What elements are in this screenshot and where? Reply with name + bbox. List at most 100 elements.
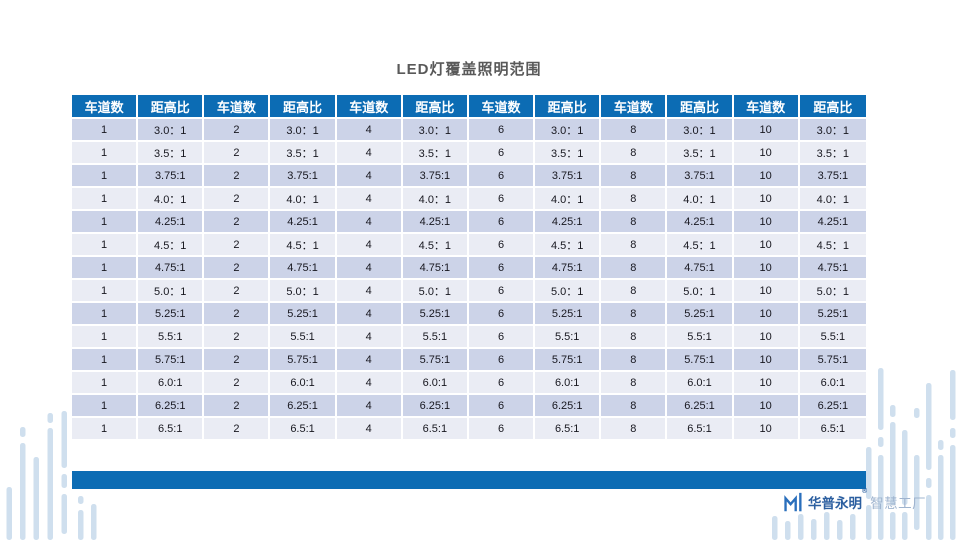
lane-count-cell: 2 — [204, 372, 271, 395]
ratio-cell: 4.75:1 — [402, 257, 469, 280]
lane-count-cell: 10 — [733, 280, 800, 303]
ratio-cell: 4.25:1 — [535, 211, 602, 234]
table-row: 1 5.75:1 2 5.75:1 4 5.75:1 6 5.75:1 8 5.75:1 10 5.7… — [72, 349, 866, 372]
lane-count-cell: 6 — [468, 303, 536, 326]
table-row: 1 6.0:1 2 6.0:1 4 6.0:1 6 6.0:1 8 6.0:1 10 6.0:1 — [72, 372, 866, 395]
lane-count-cell: 4 — [336, 349, 403, 372]
lane-count-cell: 6 — [468, 395, 536, 418]
table-row: 1 5.5:1 2 5.5:1 4 5.5:1 6 5.5:1 8 5.5:1 10 5.5:1 — [72, 326, 866, 349]
ratio-cell: 5.0：1 — [138, 280, 205, 303]
ratio-cell: 3.75:1 — [138, 165, 205, 188]
lane-count-cell: 1 — [72, 142, 139, 165]
table-row: 1 5.25:1 2 5.25:1 4 5.25:1 6 5.25:1 8 5.25:1 10 5.2… — [72, 303, 866, 326]
lane-count-cell: 4 — [336, 372, 403, 395]
lane-count-cell: 6 — [468, 257, 536, 280]
ratio-cell: 6.5:1 — [667, 418, 734, 441]
ratio-cell: 3.5：1 — [667, 142, 734, 165]
ratio-cell: 4.5：1 — [799, 234, 866, 257]
lane-count-cell: 8 — [601, 349, 668, 372]
table-header: 车道数 距高比 车道数 距高比 车道数 距高比 车道数 距高比 车道数 距高比 车道数 距高比 — [72, 95, 866, 119]
lane-count-cell: 10 — [733, 303, 800, 326]
lane-count-cell: 10 — [733, 395, 800, 418]
slide-title: LED灯覆盖照明范围 — [396, 61, 542, 78]
lane-count-cell: 4 — [336, 257, 403, 280]
ratio-cell: 4.5：1 — [667, 234, 734, 257]
ratio-cell: 5.0：1 — [535, 280, 602, 303]
lane-count-cell: 1 — [72, 280, 139, 303]
lane-count-cell: 6 — [468, 119, 536, 142]
ratio-cell: 5.25:1 — [138, 303, 205, 326]
ratio-cell: 3.0：1 — [799, 119, 866, 142]
ratio-cell: 6.25:1 — [667, 395, 734, 418]
ratio-cell: 3.75:1 — [402, 165, 469, 188]
lane-count-cell: 10 — [733, 119, 800, 142]
table-row: 1 3.75:1 2 3.75:1 4 3.75:1 6 3.75:1 8 3.75:1 10 3.7… — [72, 165, 866, 188]
ratio-cell: 4.0：1 — [667, 188, 734, 211]
ratio-cell: 3.0：1 — [402, 119, 469, 142]
lane-count-cell: 8 — [601, 372, 668, 395]
header-cell-ratio: 距高比 — [402, 95, 469, 119]
lane-count-cell: 1 — [72, 372, 139, 395]
ratio-cell: 4.0：1 — [535, 188, 602, 211]
lane-count-cell: 2 — [204, 211, 271, 234]
ratio-cell: 5.0：1 — [667, 280, 734, 303]
ratio-cell: 3.75:1 — [667, 165, 734, 188]
ratio-cell: 3.5：1 — [402, 142, 469, 165]
lane-count-cell: 4 — [336, 211, 403, 234]
lane-count-cell: 6 — [468, 280, 536, 303]
lane-count-cell: 8 — [601, 280, 668, 303]
header-cell-ratio: 距高比 — [535, 95, 602, 119]
ratio-cell: 4.75:1 — [270, 257, 337, 280]
ratio-cell: 5.0：1 — [270, 280, 337, 303]
ratio-cell: 3.0：1 — [138, 119, 205, 142]
ratio-cell: 4.75:1 — [799, 257, 866, 280]
lane-count-cell: 6 — [468, 234, 536, 257]
lane-count-cell: 6 — [468, 165, 536, 188]
ratio-cell: 4.5：1 — [535, 234, 602, 257]
ratio-cell: 5.25:1 — [402, 303, 469, 326]
lane-count-cell: 4 — [336, 188, 403, 211]
ratio-cell: 5.75:1 — [535, 349, 602, 372]
table-row: 1 4.75:1 2 4.75:1 4 4.75:1 6 4.75:1 8 4.75:1 10 4.7… — [72, 257, 866, 280]
lane-count-cell: 4 — [336, 326, 403, 349]
ratio-cell: 3.0：1 — [270, 119, 337, 142]
lane-count-cell: 2 — [204, 165, 271, 188]
lane-count-cell: 10 — [733, 418, 800, 441]
equalizer-bars-left — [6, 411, 97, 540]
ratio-cell: 5.25:1 — [535, 303, 602, 326]
table-row: 1 3.5：1 2 3.5：1 4 3.5：1 6 3.5：1 8 3.5：1 10 3.5：1 — [72, 142, 866, 165]
header-cell-ratio: 距高比 — [667, 95, 734, 119]
lane-count-cell: 8 — [601, 188, 668, 211]
ratio-cell: 5.75:1 — [402, 349, 469, 372]
brand-suffix: 智慧工厂 — [870, 496, 927, 511]
lane-count-cell: 2 — [204, 280, 271, 303]
table-row: 1 4.25:1 2 4.25:1 4 4.25:1 6 4.25:1 8 4.25:1 10 4.2… — [72, 211, 866, 234]
ratio-cell: 4.25:1 — [270, 211, 337, 234]
table-row: 1 4.5：1 2 4.5：1 4 4.5：1 6 4.5：1 8 4.5：1 10 4.5：1 — [72, 234, 866, 257]
lane-count-cell: 4 — [336, 418, 403, 441]
lane-count-cell: 1 — [72, 303, 139, 326]
table-row: 1 4.0：1 2 4.0：1 4 4.0：1 6 4.0：1 8 4.0：1 10 4.0：1 — [72, 188, 866, 211]
lane-count-cell: 8 — [601, 142, 668, 165]
ratio-cell: 6.0:1 — [138, 372, 205, 395]
registered-mark: ® — [862, 488, 868, 495]
lane-count-cell: 4 — [336, 119, 403, 142]
lane-count-cell: 8 — [601, 211, 668, 234]
table-row: 1 3.0：1 2 3.0：1 4 3.0：1 6 3.0：1 8 3.0：1 10 3.0：1 — [72, 119, 866, 142]
table-row: 1 6.25:1 2 6.25:1 4 6.25:1 6 6.25:1 8 6.25:1 10 6.2… — [72, 395, 866, 418]
lane-count-cell: 8 — [601, 165, 668, 188]
lane-count-cell: 10 — [733, 188, 800, 211]
table-body: 1 3.0：1 2 3.0：1 4 3.0：1 6 3.0：1 8 3.0：1 10 3.0：1 1 3.… — [72, 119, 866, 441]
lane-count-cell: 8 — [601, 326, 668, 349]
lane-count-cell: 2 — [204, 119, 271, 142]
lane-count-cell: 10 — [733, 372, 800, 395]
ratio-cell: 3.75:1 — [535, 165, 602, 188]
lane-count-cell: 6 — [468, 326, 536, 349]
lane-count-cell: 2 — [204, 234, 271, 257]
table-footer-bar — [72, 471, 866, 489]
lane-count-cell: 4 — [336, 234, 403, 257]
ratio-cell: 4.25:1 — [799, 211, 866, 234]
header-cell-lanes: 车道数 — [601, 95, 668, 119]
